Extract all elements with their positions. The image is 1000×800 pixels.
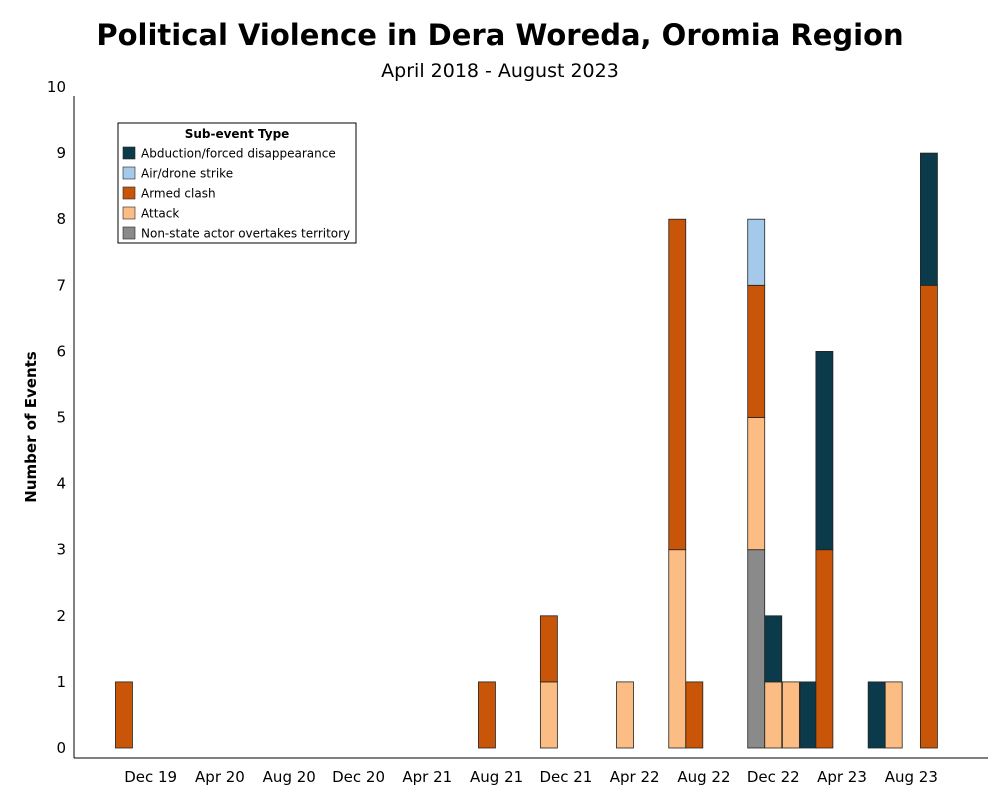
x-tick-label: Apr 21 bbox=[402, 768, 452, 786]
x-tick-label: Aug 20 bbox=[263, 768, 316, 786]
x-tick-label: Dec 19 bbox=[124, 768, 177, 786]
y-tick-label: 2 bbox=[56, 607, 66, 625]
bar-segment bbox=[685, 681, 704, 749]
bar-segment bbox=[764, 615, 783, 683]
y-tick-label: 1 bbox=[56, 673, 66, 691]
x-tick-label: Dec 20 bbox=[332, 768, 385, 786]
x-tick-label: Apr 23 bbox=[817, 768, 867, 786]
bar-segment bbox=[920, 284, 938, 749]
legend-entry-label: Air/drone strike bbox=[141, 167, 233, 181]
legend-swatch bbox=[122, 146, 136, 160]
bar-segment bbox=[799, 681, 818, 749]
legend-entry-label: Abduction/forced disappearance bbox=[141, 147, 336, 161]
chart-title: Political Violence in Dera Woreda, Oromi… bbox=[96, 18, 904, 52]
bar-segment bbox=[539, 681, 558, 749]
bar-segment bbox=[478, 681, 496, 749]
x-tick-label: Aug 21 bbox=[470, 768, 523, 786]
y-tick-label: 4 bbox=[56, 475, 66, 493]
bar-segment bbox=[867, 681, 886, 749]
bar-segment bbox=[616, 681, 634, 749]
y-tick-label: 6 bbox=[56, 342, 66, 360]
bar-segment bbox=[668, 218, 687, 551]
bar-segment bbox=[747, 417, 766, 551]
bar-segment bbox=[747, 218, 766, 286]
legend-swatch bbox=[122, 226, 136, 240]
y-tick-label: 0 bbox=[56, 739, 66, 757]
legend-entry-label: Attack bbox=[141, 207, 179, 221]
y-tick-label: 8 bbox=[56, 210, 66, 228]
legend-swatch bbox=[122, 206, 136, 220]
y-tick-label: 10 bbox=[47, 78, 66, 96]
x-tick-label: Dec 21 bbox=[539, 768, 592, 786]
bar-segment bbox=[884, 681, 903, 749]
bar-segment bbox=[920, 152, 938, 286]
legend-entry-label: Armed clash bbox=[141, 187, 216, 201]
x-tick-label: Apr 20 bbox=[195, 768, 245, 786]
y-tick-label: 7 bbox=[56, 276, 66, 294]
legend-box bbox=[117, 122, 357, 244]
y-tick-label: 3 bbox=[56, 541, 66, 559]
x-tick-label: Apr 22 bbox=[610, 768, 660, 786]
legend-swatch bbox=[122, 186, 136, 200]
bar-segment bbox=[764, 681, 783, 749]
bar-segment bbox=[747, 549, 766, 749]
chart-subtitle: April 2018 - August 2023 bbox=[381, 60, 619, 82]
legend-entry-label: Non-state actor overtakes territory bbox=[141, 227, 350, 241]
bar-segment bbox=[815, 350, 834, 551]
bar-segment bbox=[747, 284, 766, 418]
y-axis-label: Number of Events bbox=[22, 351, 40, 502]
bar-segment bbox=[815, 549, 834, 749]
x-tick-label: Aug 23 bbox=[885, 768, 938, 786]
y-tick-label: 5 bbox=[56, 409, 66, 427]
bar-segment bbox=[115, 681, 133, 749]
bar-segment bbox=[539, 615, 558, 683]
x-tick-label: Aug 22 bbox=[677, 768, 730, 786]
bar-segment bbox=[781, 681, 800, 749]
x-tick-label: Dec 22 bbox=[747, 768, 800, 786]
legend-swatch bbox=[122, 166, 136, 180]
y-tick-label: 9 bbox=[56, 144, 66, 162]
legend-title: Sub-event Type bbox=[185, 127, 290, 141]
bar-segment bbox=[668, 549, 687, 749]
